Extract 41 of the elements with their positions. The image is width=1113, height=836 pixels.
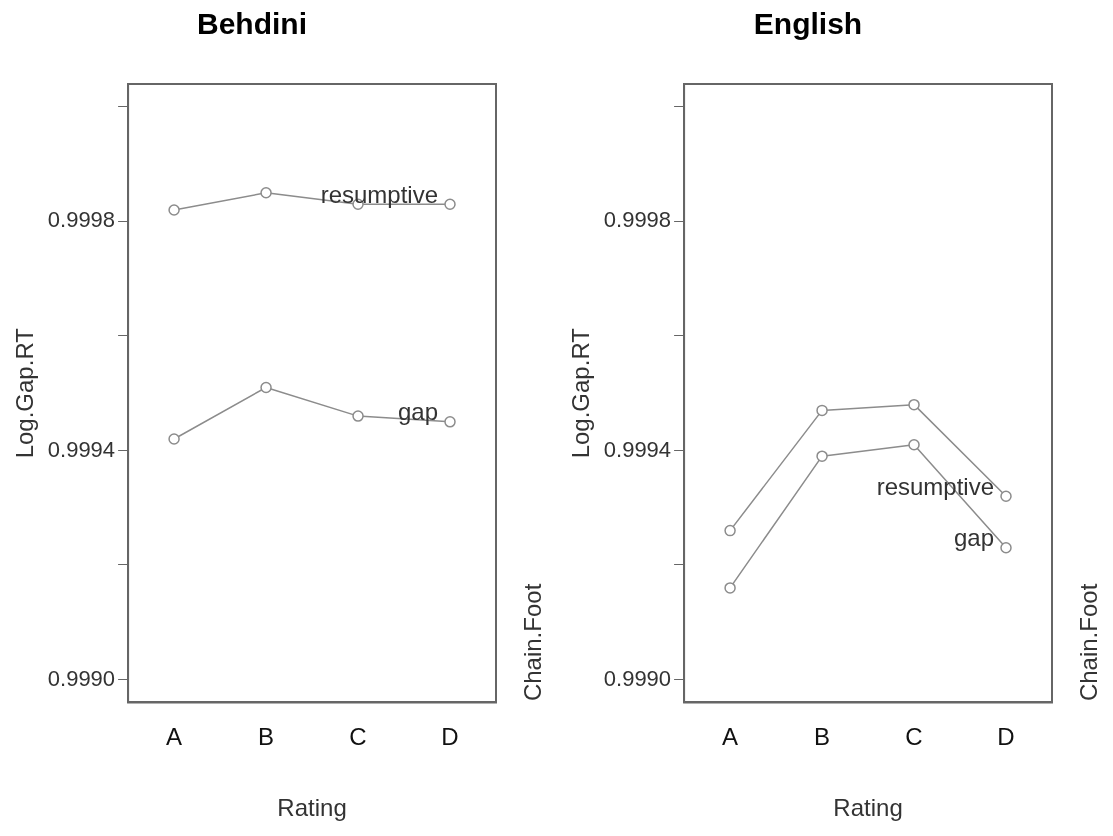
point bbox=[724, 524, 736, 537]
x-tick-label: D bbox=[441, 723, 459, 751]
x-tick-label: B bbox=[814, 723, 831, 751]
point bbox=[816, 450, 828, 462]
y-tick-label: 0.9990 bbox=[603, 665, 672, 691]
x-tick-label: C bbox=[905, 723, 923, 751]
series-label: resumptive bbox=[320, 180, 439, 208]
point bbox=[168, 204, 180, 216]
y-tick-label: 0.9998 bbox=[603, 207, 672, 233]
point bbox=[816, 404, 828, 417]
point bbox=[352, 410, 364, 422]
point bbox=[1000, 542, 1012, 554]
chart-title: English bbox=[753, 7, 863, 41]
series-label: gap bbox=[397, 398, 439, 426]
x-tick-label: C bbox=[349, 723, 367, 751]
x-tick-label: A bbox=[722, 723, 739, 751]
point bbox=[1000, 490, 1012, 503]
point bbox=[908, 398, 920, 411]
x-tick-label: B bbox=[258, 723, 275, 751]
y-axis-title: Log.Gap.RT bbox=[11, 327, 39, 459]
y-tick-label: 0.9994 bbox=[603, 436, 672, 462]
point bbox=[908, 438, 920, 451]
y-tick-label: 0.9998 bbox=[47, 207, 116, 233]
point bbox=[168, 433, 180, 445]
point bbox=[260, 381, 272, 394]
legend-title: Chain.Foot bbox=[1074, 583, 1102, 702]
y-axis-title: Log.Gap.RT bbox=[567, 327, 595, 459]
y-tick-label: 0.9990 bbox=[47, 665, 116, 691]
chart-title: Behdini bbox=[197, 7, 307, 41]
point bbox=[444, 416, 456, 428]
series-label: resumptive bbox=[876, 472, 995, 500]
legend-title: Chain.Foot bbox=[518, 583, 546, 702]
point bbox=[260, 187, 272, 199]
point bbox=[444, 198, 456, 210]
x-tick-label: D bbox=[997, 723, 1015, 751]
x-axis-title: Rating bbox=[277, 794, 347, 822]
x-tick-label: A bbox=[166, 723, 183, 751]
point bbox=[724, 582, 736, 594]
x-axis-title: Rating bbox=[833, 794, 903, 822]
y-tick-label: 0.9994 bbox=[47, 436, 116, 462]
series-label: gap bbox=[953, 524, 995, 552]
